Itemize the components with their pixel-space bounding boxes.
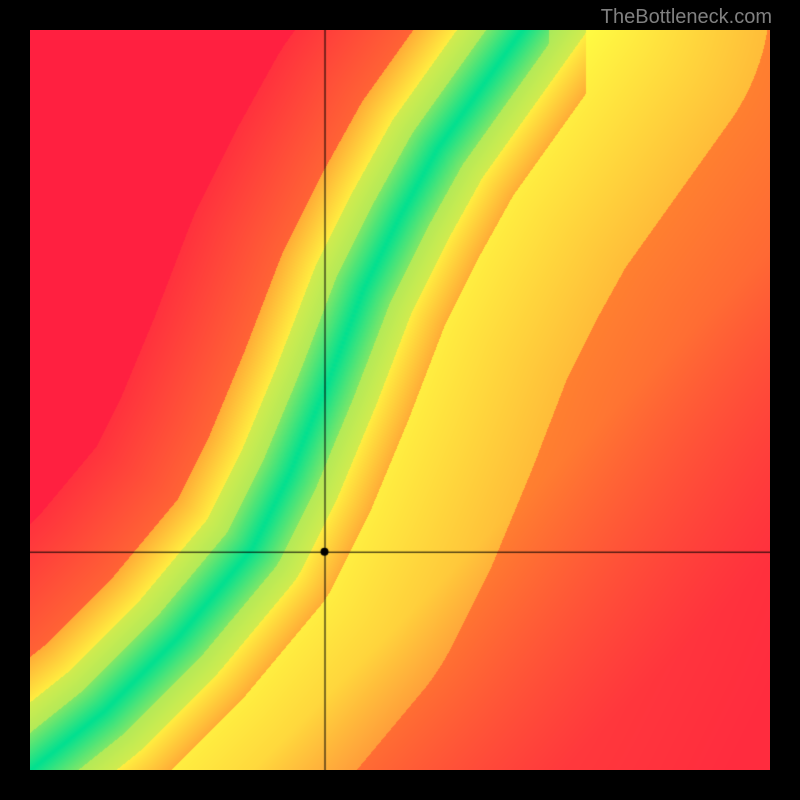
watermark-text: TheBottleneck.com (601, 6, 772, 29)
heatmap-canvas (30, 30, 770, 770)
heatmap-plot (30, 30, 770, 770)
